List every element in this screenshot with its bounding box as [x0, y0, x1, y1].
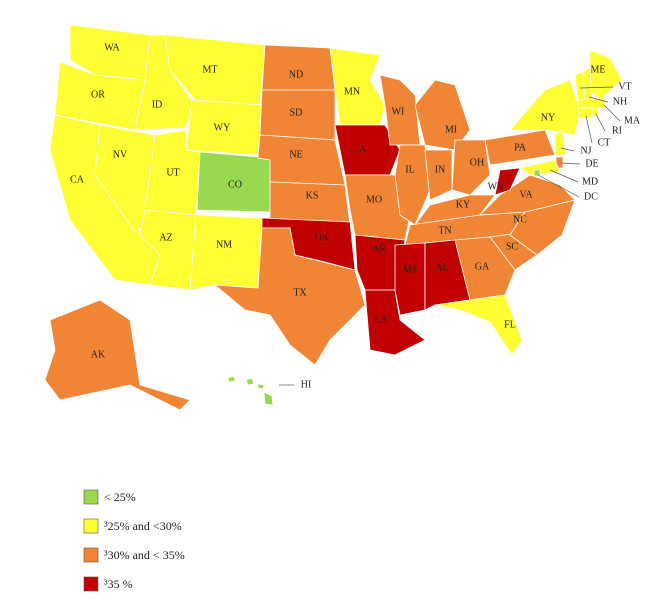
- legend-swatch: [83, 547, 99, 563]
- state-label: CA: [70, 174, 85, 185]
- state-label: NV: [113, 149, 128, 160]
- state-shape: [591, 107, 599, 117]
- legend-label: ³25% and <30%: [104, 519, 182, 533]
- state-shape: [189, 214, 263, 291]
- leader-line: [585, 115, 593, 144]
- state-label: SC: [506, 241, 519, 252]
- state-label: NM: [216, 239, 232, 250]
- state-shape: [454, 236, 516, 301]
- state-shape: [577, 97, 606, 109]
- state-label: WV: [488, 181, 505, 192]
- state-label: FL: [504, 319, 516, 330]
- state-label: NH: [613, 96, 627, 107]
- legend: < 25% ³25% and <30% ³30% and < 35% ³35 %: [83, 489, 185, 592]
- state-shape: [577, 107, 593, 119]
- leader-line: [579, 86, 614, 89]
- state-label: TX: [293, 287, 307, 298]
- legend-label: < 25%: [104, 490, 136, 504]
- state-label: IN: [435, 164, 446, 175]
- state-shape: [94, 124, 156, 233]
- state-shape: [509, 79, 581, 136]
- state-label: MA: [624, 115, 641, 126]
- leader-line: [560, 147, 575, 152]
- state-shape: [213, 227, 366, 366]
- state-shape: [478, 174, 576, 216]
- state-label: MN: [344, 86, 360, 97]
- state-label: RI: [612, 125, 622, 136]
- state-label: DC: [584, 191, 598, 202]
- state-label: LA: [374, 314, 388, 325]
- legend-label: ³35 %: [104, 577, 133, 591]
- state-label: MI: [445, 124, 457, 135]
- legend-swatch: [83, 576, 99, 592]
- state-label: NC: [513, 214, 527, 225]
- leader-line: [537, 174, 580, 198]
- state-label: WI: [392, 106, 405, 117]
- state-label: PA: [514, 142, 527, 153]
- state-shape: [261, 44, 336, 91]
- state-label: MT: [203, 64, 218, 75]
- leader-line: [588, 96, 609, 103]
- state-label: NY: [541, 112, 555, 123]
- state-label: ID: [152, 99, 163, 110]
- state-label: MO: [366, 194, 382, 205]
- state-label: AR: [372, 243, 386, 254]
- state-shape: [509, 199, 576, 256]
- state-label: OR: [91, 89, 105, 100]
- state-shape: [334, 124, 401, 176]
- state-shape: [533, 169, 541, 177]
- state-shape: [434, 294, 523, 356]
- state-shape: [227, 375, 274, 406]
- state-label: VA: [519, 189, 533, 200]
- legend-label: ³30% and < 35%: [104, 548, 185, 562]
- legend-swatch: [83, 489, 99, 505]
- state-label: SD: [290, 107, 303, 118]
- state-label: CO: [228, 179, 242, 190]
- state-label: KS: [306, 190, 319, 201]
- state-shape: [414, 79, 471, 151]
- state-shape: [451, 139, 491, 196]
- state-label: UT: [166, 167, 179, 178]
- state-label: AZ: [159, 232, 172, 243]
- state-shape: [519, 159, 561, 176]
- legend-swatch: [83, 518, 99, 534]
- state-label: DE: [585, 158, 598, 169]
- state-label: IL: [405, 164, 414, 175]
- state-label: MD: [582, 176, 598, 187]
- state-label: AL: [435, 262, 448, 273]
- state-label: ME: [591, 64, 606, 75]
- leader-line: [549, 169, 579, 183]
- state-label: GA: [475, 261, 490, 272]
- state-label: VT: [618, 81, 631, 92]
- state-label: NE: [289, 149, 302, 160]
- leader-line: [560, 162, 581, 165]
- state-label: WY: [214, 122, 231, 133]
- state-shape: [554, 129, 567, 156]
- state-label: OK: [315, 232, 330, 243]
- state-shape: [394, 242, 426, 316]
- leader-line: [595, 113, 606, 132]
- state-label: AK: [91, 349, 106, 360]
- state-label: NJ: [580, 145, 591, 156]
- state-label: WA: [104, 42, 120, 53]
- state-label: KY: [456, 199, 470, 210]
- state-label: HI: [301, 379, 312, 390]
- state-label: TN: [438, 225, 451, 236]
- state-label: OH: [470, 157, 484, 168]
- state-label: CT: [598, 137, 611, 148]
- state-label: MS: [403, 264, 417, 275]
- state-label: IA: [356, 144, 367, 155]
- state-label: ND: [289, 69, 303, 80]
- leader-line: [603, 104, 621, 122]
- state-shape: [44, 299, 191, 411]
